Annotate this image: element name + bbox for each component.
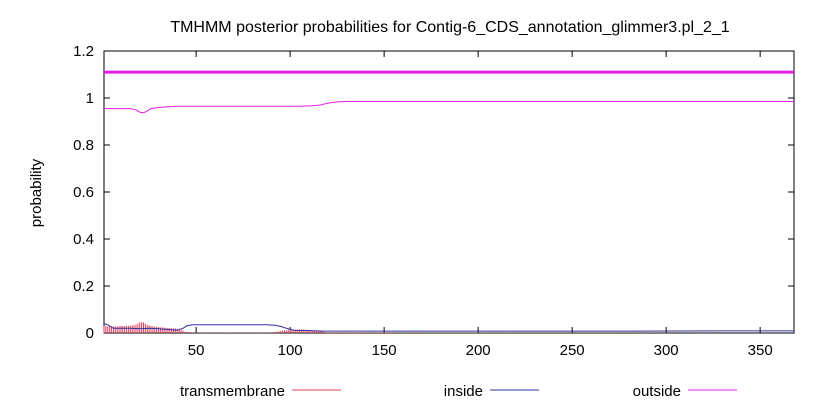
legend: transmembrane inside outside (180, 383, 737, 400)
x-tick-label: 300 (654, 342, 679, 359)
x-tick-label: 350 (748, 342, 773, 359)
legend-label-outside: outside (633, 383, 681, 400)
y-tick-label: 0.2 (73, 278, 94, 295)
y-tick-label: 0.6 (73, 184, 94, 201)
y-axis-label: probability (28, 158, 45, 227)
x-tick-label: 150 (372, 342, 397, 359)
y-tick-label: 1.2 (73, 43, 94, 60)
series-inside-line (103, 323, 794, 332)
chart-title: TMHMM posterior probabilities for Contig… (170, 19, 729, 36)
x-tick-label: 200 (466, 342, 491, 359)
x-tick-label: 250 (560, 342, 585, 359)
y-axis-ticks: 0 0.2 0.4 0.6 0.8 1 1.2 (73, 43, 794, 342)
y-tick-label: 1 (86, 90, 94, 107)
x-tick-label: 100 (278, 342, 303, 359)
x-axis-ticks: 50 100 150 200 250 300 350 (188, 51, 773, 359)
y-tick-label: 0.4 (73, 231, 94, 248)
x-tick-label: 50 (188, 342, 205, 359)
series-layer (103, 101, 794, 333)
y-tick-label: 0 (86, 325, 94, 342)
series-outside-line (104, 101, 794, 114)
plot-frame (103, 50, 795, 334)
legend-label-inside: inside (444, 383, 483, 400)
y-tick-label: 0.8 (73, 137, 94, 154)
legend-label-transmembrane: transmembrane (180, 383, 285, 400)
